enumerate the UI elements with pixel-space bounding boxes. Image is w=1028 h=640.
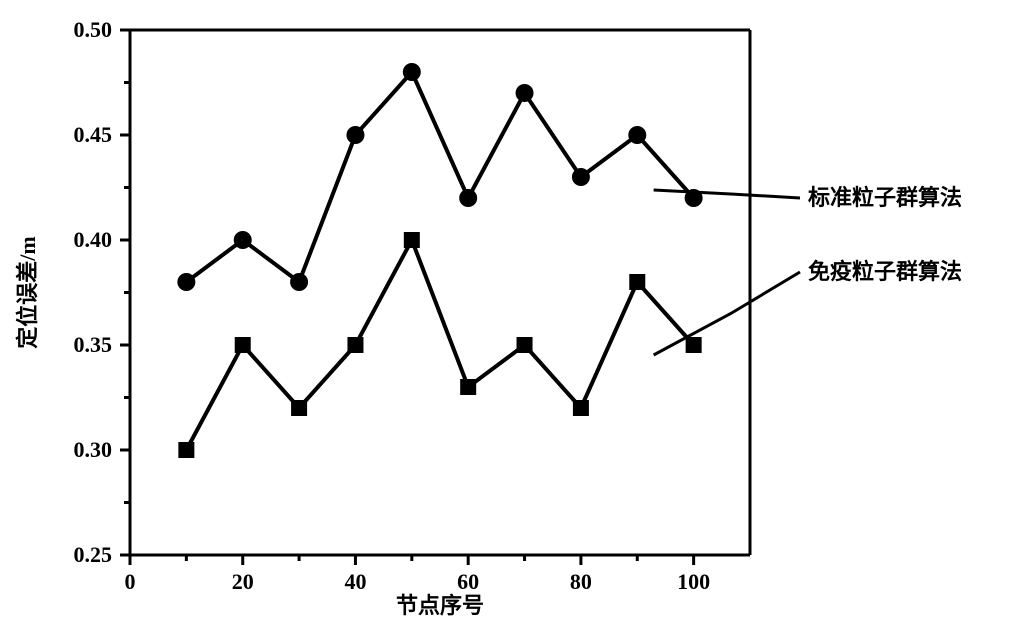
series-marker-std_pso	[234, 231, 252, 249]
chart-svg: 0 20 40 60 80 100 0.25 0.30 0.35 0.40 0.45 0.50 节点序号…	[0, 0, 1028, 640]
series-marker-immune_pso	[347, 337, 363, 353]
y-tick-label: 0.35	[74, 332, 113, 357]
series-marker-std_pso	[290, 273, 308, 291]
series-marker-std_pso	[346, 126, 364, 144]
series-marker-immune_pso	[235, 337, 251, 353]
callout-label-immune_pso: 免疫粒子群算法	[808, 259, 962, 284]
y-tick-label: 0.50	[74, 17, 113, 42]
callout-leader-std_pso	[654, 190, 800, 198]
series-marker-std_pso	[516, 84, 534, 102]
series-line-std_pso	[186, 72, 693, 282]
callout-leader-immune_pso	[654, 272, 800, 355]
x-tick-label: 40	[344, 569, 366, 594]
series-marker-std_pso	[459, 189, 477, 207]
series-marker-immune_pso	[573, 400, 589, 416]
x-tick-label: 60	[457, 569, 479, 594]
callout-label-std_pso: 标准粒子群算法	[808, 185, 962, 210]
x-tick-label: 80	[570, 569, 592, 594]
y-tick-label: 0.45	[74, 122, 113, 147]
x-axis-label: 节点序号	[396, 593, 484, 618]
series-marker-immune_pso	[629, 274, 645, 290]
y-tick-label: 0.30	[74, 437, 113, 462]
x-tick-label: 100	[677, 569, 710, 594]
y-axis-label: 定位误差/m	[15, 236, 40, 348]
series-line-immune_pso	[186, 240, 693, 450]
y-tick-label: 0.40	[74, 227, 113, 252]
series-marker-immune_pso	[460, 379, 476, 395]
series-marker-std_pso	[177, 273, 195, 291]
x-tick-label: 0	[125, 569, 136, 594]
series-marker-std_pso	[403, 63, 421, 81]
series-marker-immune_pso	[517, 337, 533, 353]
y-tick-label: 0.25	[74, 542, 113, 567]
series-marker-immune_pso	[686, 337, 702, 353]
x-tick-label: 20	[232, 569, 254, 594]
series-marker-std_pso	[628, 126, 646, 144]
series-marker-immune_pso	[404, 232, 420, 248]
series-marker-std_pso	[572, 168, 590, 186]
series-marker-immune_pso	[291, 400, 307, 416]
series-marker-immune_pso	[178, 442, 194, 458]
line-chart: 0 20 40 60 80 100 0.25 0.30 0.35 0.40 0.45 0.50 节点序号…	[0, 0, 1028, 640]
